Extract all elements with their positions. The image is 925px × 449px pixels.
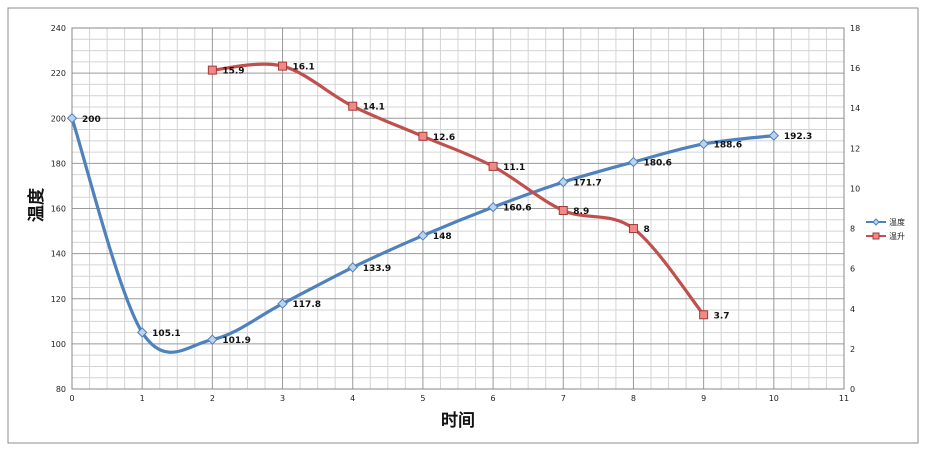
x-tick-label: 11 xyxy=(839,394,849,403)
data-point-temperature-rise xyxy=(628,224,638,234)
x-tick-label: 1 xyxy=(140,394,145,403)
data-label-temperature: 188.6 xyxy=(714,140,742,150)
data-label-temperature: 101.9 xyxy=(222,336,250,346)
y2-tick-label: 10 xyxy=(850,184,860,193)
y-tick-label: 200 xyxy=(51,114,66,123)
data-label-temperature: 133.9 xyxy=(363,264,391,274)
legend-label: 温度 xyxy=(889,217,905,227)
series-layer xyxy=(66,61,780,354)
x-tick-label: 7 xyxy=(561,394,566,403)
y-tick-label: 220 xyxy=(51,69,66,78)
x-tick-label: 6 xyxy=(491,394,496,403)
legend-marker xyxy=(872,218,880,226)
data-label-temperature: 117.8 xyxy=(293,300,321,310)
y2-axis-ticks: 0 2 4 6 8 10 12 14 16 18 xyxy=(850,24,860,394)
data-point-temperature xyxy=(66,113,78,124)
data-label-temperature-rise: 11.1 xyxy=(503,163,525,173)
data-label-temperature: 200 xyxy=(82,115,101,125)
y2-tick-label: 16 xyxy=(850,64,860,73)
x-tick-label: 9 xyxy=(701,394,706,403)
data-point-temperature-rise xyxy=(699,310,709,320)
data-label-temperature-rise: 8.9 xyxy=(573,207,589,217)
data-label-temperature-rise: 12.6 xyxy=(433,133,455,143)
y-tick-label: 180 xyxy=(51,159,66,168)
data-label-temperature: 192.3 xyxy=(784,132,812,142)
x-tick-label: 0 xyxy=(69,394,74,403)
x-tick-label: 2 xyxy=(210,394,215,403)
data-point-temperature-rise xyxy=(348,101,358,111)
x-tick-label: 3 xyxy=(280,394,285,403)
data-point-temperature xyxy=(136,327,148,338)
y-tick-label: 120 xyxy=(51,295,66,304)
data-point-temperature-rise xyxy=(418,131,428,141)
x-axis-ticks: 0 1 2 3 4 5 6 7 8 9 10 11 xyxy=(69,394,849,403)
x-axis-title: 时间 xyxy=(441,410,475,431)
data-label-temperature: 105.1 xyxy=(152,329,180,339)
y-axis-ticks: 80 100 120 140 160 180 200 220 240 xyxy=(51,24,66,394)
data-label-temperature: 148 xyxy=(433,232,452,242)
y2-tick-label: 14 xyxy=(850,104,860,113)
y2-tick-label: 6 xyxy=(850,265,855,274)
legend-label: 温升 xyxy=(889,232,905,241)
y2-tick-label: 8 xyxy=(850,225,855,234)
x-tick-label: 5 xyxy=(420,394,425,403)
plot-area-border xyxy=(71,27,845,390)
x-tick-label: 4 xyxy=(350,394,355,403)
y-tick-label: 140 xyxy=(51,250,66,259)
data-point-temperature xyxy=(628,156,639,168)
y-tick-label: 160 xyxy=(51,205,66,214)
data-point-temperature xyxy=(558,176,569,188)
data-label-temperature-rise: 8 xyxy=(643,225,649,235)
legend-marker xyxy=(872,232,880,240)
data-label-layer: 200 105.1 101.9 117.8 133.9 148 160.6 171.7 180.… xyxy=(82,63,812,346)
y-tick-label: 80 xyxy=(56,385,66,394)
data-point-temperature xyxy=(417,230,429,241)
data-label-temperature-rise: 15.9 xyxy=(222,67,244,77)
y2-tick-label: 12 xyxy=(850,144,860,153)
y2-tick-label: 4 xyxy=(850,305,855,314)
data-label-temperature-rise: 14.1 xyxy=(363,103,385,113)
x-tick-label: 10 xyxy=(769,394,779,403)
data-point-temperature xyxy=(487,201,499,213)
data-label-temperature-rise: 3.7 xyxy=(714,311,730,321)
y2-tick-label: 18 xyxy=(850,24,860,33)
y-tick-label: 240 xyxy=(51,24,66,33)
data-point-temperature-rise xyxy=(207,65,217,75)
y2-tick-label: 2 xyxy=(850,345,855,354)
data-label-temperature: 171.7 xyxy=(573,179,601,189)
data-label-temperature-rise: 16.1 xyxy=(293,63,315,73)
data-point-temperature xyxy=(347,262,358,273)
y-tick-label: 100 xyxy=(51,340,66,349)
data-point-temperature xyxy=(698,138,709,150)
data-point-temperature-rise xyxy=(558,206,568,216)
series-line-temperature xyxy=(70,116,776,354)
y-axis-title: 温度 xyxy=(26,187,47,222)
x-tick-label: 8 xyxy=(631,394,636,403)
data-point-temperature xyxy=(207,334,218,345)
data-label-temperature: 160.6 xyxy=(503,204,531,214)
data-point-temperature-rise xyxy=(488,161,498,171)
data-point-temperature xyxy=(768,130,780,141)
data-point-temperature-rise xyxy=(278,61,288,71)
data-label-temperature: 180.6 xyxy=(643,159,671,169)
data-point-temperature xyxy=(277,298,288,309)
y2-tick-label: 0 xyxy=(850,385,855,394)
